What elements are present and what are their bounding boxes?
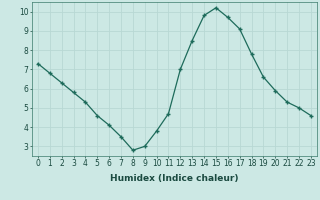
X-axis label: Humidex (Indice chaleur): Humidex (Indice chaleur): [110, 174, 239, 183]
